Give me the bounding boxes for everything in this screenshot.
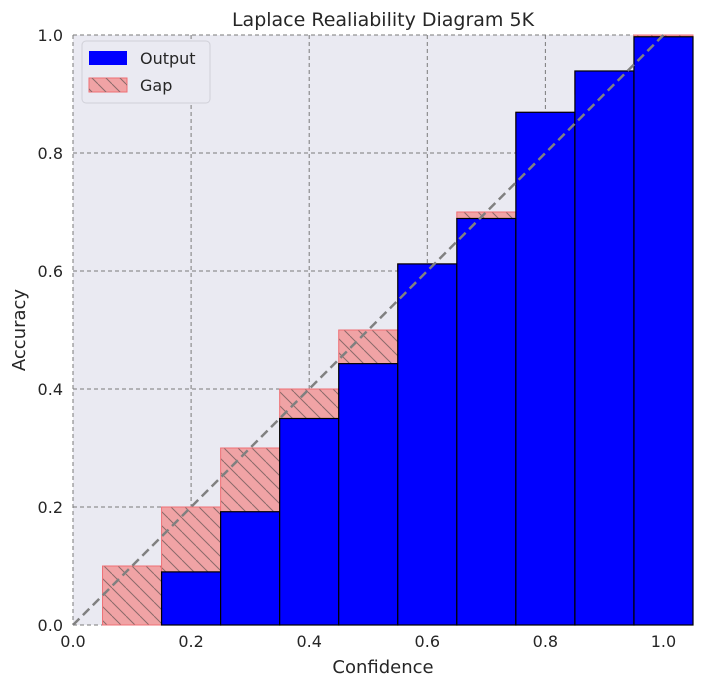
legend-swatch-gap-hatch (89, 78, 127, 92)
output-bar (634, 37, 693, 625)
output-bar (516, 112, 575, 625)
y-axis-label: Accuracy (9, 289, 30, 372)
output-bar (575, 71, 634, 625)
legend: Output Gap (82, 41, 210, 103)
x-tick-label: 0.4 (296, 632, 321, 651)
y-tick-label: 0.2 (38, 498, 63, 517)
gap-bar-hatch (457, 212, 516, 218)
gap-bar-hatch (103, 566, 162, 625)
x-tick-label: 1.0 (651, 632, 676, 651)
x-tick-label: 0.0 (60, 632, 85, 651)
x-tick-label: 0.6 (415, 632, 440, 651)
x-axis-ticks: 0.0 0.2 0.4 0.6 0.8 1.0 (60, 632, 676, 651)
gap-bar-hatch (221, 448, 280, 512)
gap-bar-hatch (280, 389, 339, 419)
y-tick-label: 0.6 (38, 262, 63, 281)
legend-label-gap: Gap (140, 76, 172, 95)
x-tick-label: 0.2 (178, 632, 203, 651)
output-bar (339, 364, 398, 625)
gap-bar-hatch (339, 330, 398, 364)
output-bar (280, 419, 339, 626)
output-bar (221, 512, 280, 625)
x-tick-label: 0.8 (533, 632, 558, 651)
y-tick-label: 0.8 (38, 144, 63, 163)
output-bar (457, 218, 516, 625)
output-bar (398, 264, 457, 625)
legend-swatch-output (89, 51, 127, 65)
chart-title: Laplace Realiability Diagram 5K (232, 9, 535, 31)
y-tick-label: 0.4 (38, 380, 63, 399)
output-bar (162, 572, 221, 625)
gap-bar-hatch (162, 507, 221, 572)
x-axis-label: Confidence (332, 657, 433, 678)
y-tick-label: 0.0 (38, 616, 63, 635)
y-axis-ticks: 0.0 0.2 0.4 0.6 0.8 1.0 (38, 26, 63, 635)
legend-label-output: Output (140, 49, 196, 68)
y-tick-label: 1.0 (38, 26, 63, 45)
